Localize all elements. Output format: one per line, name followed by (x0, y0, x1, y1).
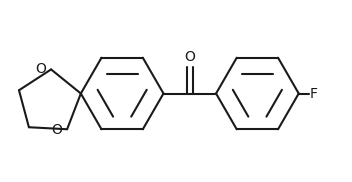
Text: O: O (35, 62, 46, 76)
Text: O: O (51, 124, 62, 137)
Text: F: F (310, 86, 318, 100)
Text: O: O (184, 50, 195, 64)
